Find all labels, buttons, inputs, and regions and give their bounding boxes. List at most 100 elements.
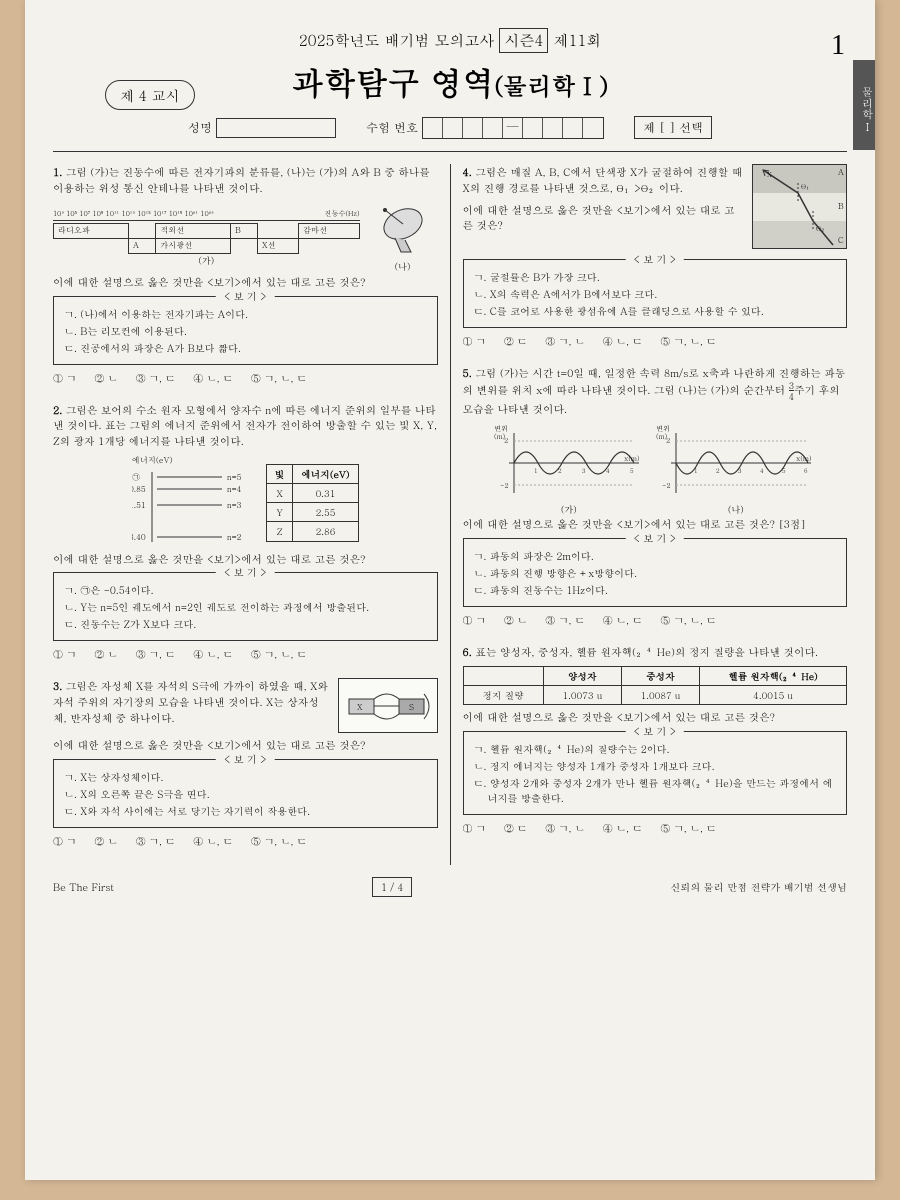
q4-ask: 이에 대한 설명으로 옳은 것만을 <보기>에서 있는 대로 고른 것은? [463, 202, 745, 234]
td: 2.86 [293, 522, 358, 541]
q5-text: 5. 그림 (가)는 시간 t=0일 때, 일정한 속력 8m/s로 x축과 나… [463, 365, 848, 417]
right-column: 4. 그림은 매질 A, B, C에서 단색광 X가 굴절하여 진행할 때 X의… [463, 164, 848, 865]
th: 중성자 [621, 666, 699, 685]
choice[interactable]: ① ㄱ [53, 371, 76, 386]
q4-choices: ① ㄱ ② ㄷ ③ ㄱ, ㄴ ④ ㄴ, ㄷ ⑤ ㄱ, ㄴ, ㄷ [463, 334, 848, 349]
exam-no-field: 수험 번호 — [366, 116, 604, 139]
choice[interactable]: ② ㄴ [94, 647, 117, 662]
q4-bogi: < 보 기 > ㄱ. 굴절률은 B가 가장 크다. ㄴ. X의 속력은 A에서가… [463, 259, 848, 328]
svg-text:n=4: n=4 [227, 484, 242, 495]
q1-choices: ① ㄱ ② ㄴ ③ ㄱ, ㄷ ④ ㄴ, ㄷ ⑤ ㄱ, ㄴ, ㄷ [53, 371, 438, 386]
question-4: 4. 그림은 매질 A, B, C에서 단색광 X가 굴절하여 진행할 때 X의… [463, 164, 848, 349]
choice[interactable]: ⑤ ㄱ, ㄴ, ㄷ [660, 613, 716, 628]
svg-text:2: 2 [504, 435, 508, 445]
td: Z [266, 522, 293, 541]
q6-table: 양성자 중성자 헬륨 원자핵(₂⁴He) 정지 질량 1.0073 u 1.00… [463, 666, 848, 706]
choice[interactable]: ② ㄴ [94, 371, 117, 386]
q1-bogi: < 보 기 > ㄱ. (나)에서 이용하는 전자기파는 A이다. ㄴ. B는 리… [53, 296, 438, 365]
svg-text:n=3: n=3 [227, 500, 242, 511]
column-divider [450, 164, 451, 865]
td: 4.0015 u [699, 686, 846, 705]
bogi-label: < 보 기 > [216, 289, 275, 304]
choice[interactable]: ② ㄷ [504, 334, 527, 349]
choice[interactable]: ③ ㄱ, ㄷ [136, 647, 176, 662]
q4-figure: A B C X θ₁ θ₂ [752, 164, 847, 253]
choice[interactable]: ④ ㄴ, ㄷ [193, 834, 233, 849]
bogi-item: ㄷ. C를 코어로 사용한 광섬유에 A를 클래딩으로 사용할 수 있다. [474, 304, 837, 319]
exam-no-label: 수험 번호 [366, 119, 418, 136]
svg-text:5: 5 [782, 466, 786, 475]
bogi-item: ㄷ. X와 자석 사이에는 서로 당기는 자기력이 작용한다. [64, 804, 427, 819]
q2-body: 그림은 보어의 수소 원자 모형에서 양자수 n에 따른 에너지 준위의 일부를… [53, 402, 437, 449]
q4-num: 4. [463, 164, 472, 179]
svg-text:A: A [838, 167, 844, 178]
q6-body: 표는 양성자, 중성자, 헬륨 원자핵(₂⁴He)의 정지 질량을 나타낸 것이… [475, 644, 818, 659]
question-2: 2. 그림은 보어의 수소 원자 모형에서 양자수 n에 따른 에너지 준위의 … [53, 402, 438, 663]
select-box[interactable]: 제 [ ] 선택 [634, 116, 712, 139]
q3-num: 3. [53, 678, 62, 693]
svg-text:θ₂: θ₂ [816, 223, 828, 233]
choice[interactable]: ① ㄱ [463, 613, 486, 628]
choice[interactable]: ③ ㄱ, ㄴ [545, 334, 585, 349]
left-column: 1. 그림 (가)는 진동수에 따른 전자기파의 분류를, (나)는 (가)의 … [53, 164, 438, 865]
choice[interactable]: ④ ㄴ, ㄷ [193, 371, 233, 386]
energy-levels: 에너지(eV) ㉠n=5 -0.85n=4 -1.51n=3 -3.40n=2 [132, 455, 252, 551]
choice[interactable]: ② ㄴ [504, 613, 527, 628]
choice[interactable]: ① ㄱ [463, 334, 486, 349]
choice[interactable]: ③ ㄱ, ㄷ [136, 371, 176, 386]
td: Y [266, 503, 293, 522]
name-box[interactable] [216, 118, 336, 138]
choice[interactable]: ① ㄱ [53, 647, 76, 662]
svg-text:6: 6 [804, 466, 808, 475]
q4-text: 4. 그림은 매질 A, B, C에서 단색광 X가 굴절하여 진행할 때 X의… [463, 164, 745, 196]
spectrum-diagram: 10³ 10⁵ 10⁷ 10⁹ 10¹¹ 10¹³ 10¹⁵ 10¹⁷ 10¹⁹… [53, 208, 360, 268]
choice[interactable]: ⑤ ㄱ, ㄴ, ㄷ [251, 647, 307, 662]
q2-figure: 에너지(eV) ㉠n=5 -0.85n=4 -1.51n=3 -3.40n=2 … [53, 455, 438, 551]
bogi-item: ㄱ. 굴절률은 B가 가장 크다. [474, 270, 837, 285]
page-fraction: 1 / 4 [372, 877, 412, 897]
choice[interactable]: ⑤ ㄱ, ㄴ, ㄷ [660, 821, 716, 836]
choice[interactable]: ② ㄴ [94, 834, 117, 849]
td: X [266, 483, 293, 502]
header-divider [53, 151, 847, 152]
svg-text:2: 2 [558, 466, 562, 475]
th [463, 666, 543, 685]
footer-right: 신뢰의 물리 만점 전략가 배기범 선생님 [670, 880, 847, 894]
choice[interactable]: ⑤ ㄱ, ㄴ, ㄷ [251, 371, 307, 386]
spec-cell: 라디오파 [54, 224, 129, 239]
svg-text:1: 1 [534, 466, 538, 475]
choice[interactable]: ④ ㄴ, ㄷ [603, 613, 643, 628]
td: 1.0073 u [543, 686, 621, 705]
choice[interactable]: ⑤ ㄱ, ㄴ, ㄷ [251, 834, 307, 849]
svg-text:S: S [409, 702, 414, 713]
choice[interactable]: ③ ㄱ, ㄴ [545, 821, 585, 836]
choice[interactable]: ③ ㄱ, ㄷ [136, 834, 176, 849]
q2-choices: ① ㄱ ② ㄴ ③ ㄱ, ㄷ ④ ㄴ, ㄷ ⑤ ㄱ, ㄴ, ㄷ [53, 647, 438, 662]
title-sub: (물리학Ⅰ) [494, 68, 608, 102]
fig-label-ga: (가) [53, 254, 360, 268]
wave-ga: 변위(m) 2-2 12345 x(m) (가) [494, 423, 644, 517]
choice[interactable]: ① ㄱ [53, 834, 76, 849]
th: 에너지(eV) [293, 464, 358, 483]
choice[interactable]: ② ㄷ [504, 821, 527, 836]
bogi-item: ㄱ. 파동의 파장은 2m이다. [474, 549, 837, 564]
svg-text:n=2: n=2 [227, 532, 242, 543]
bogi-label: < 보 기 > [626, 531, 685, 546]
q2-bogi: < 보 기 > ㄱ. ㉠은 -0.54이다. ㄴ. Y는 n=5인 궤도에서 n… [53, 572, 438, 641]
choice[interactable]: ④ ㄴ, ㄷ [603, 821, 643, 836]
q5-bogi: < 보 기 > ㄱ. 파동의 파장은 2m이다. ㄴ. 파동의 진행 방향은 +… [463, 538, 848, 607]
choice[interactable]: ⑤ ㄱ, ㄴ, ㄷ [660, 334, 716, 349]
choice[interactable]: ④ ㄴ, ㄷ [603, 334, 643, 349]
choice[interactable]: ④ ㄴ, ㄷ [193, 647, 233, 662]
bogi-item: ㄱ. 헬륨 원자핵(₂⁴He)의 질량수는 2이다. [474, 742, 837, 757]
exam-no-box[interactable]: — [422, 117, 604, 139]
bogi-item: ㄷ. 파동의 진동수는 1Hz이다. [474, 583, 837, 598]
bogi-item: ㄱ. ㉠은 -0.54이다. [64, 583, 427, 598]
q1-body: 그림 (가)는 진동수에 따른 전자기파의 분류를, (나)는 (가)의 A와 … [53, 164, 430, 195]
q1-ask: 이에 대한 설명으로 옳은 것만을 <보기>에서 있는 대로 고른 것은? [53, 274, 438, 290]
energy-unit: 에너지(eV) [132, 455, 252, 467]
svg-text:2: 2 [666, 435, 670, 445]
choice[interactable]: ③ ㄱ, ㄷ [545, 613, 585, 628]
columns: 1. 그림 (가)는 진동수에 따른 전자기파의 분류를, (나)는 (가)의 … [53, 164, 847, 865]
choice[interactable]: ① ㄱ [463, 821, 486, 836]
